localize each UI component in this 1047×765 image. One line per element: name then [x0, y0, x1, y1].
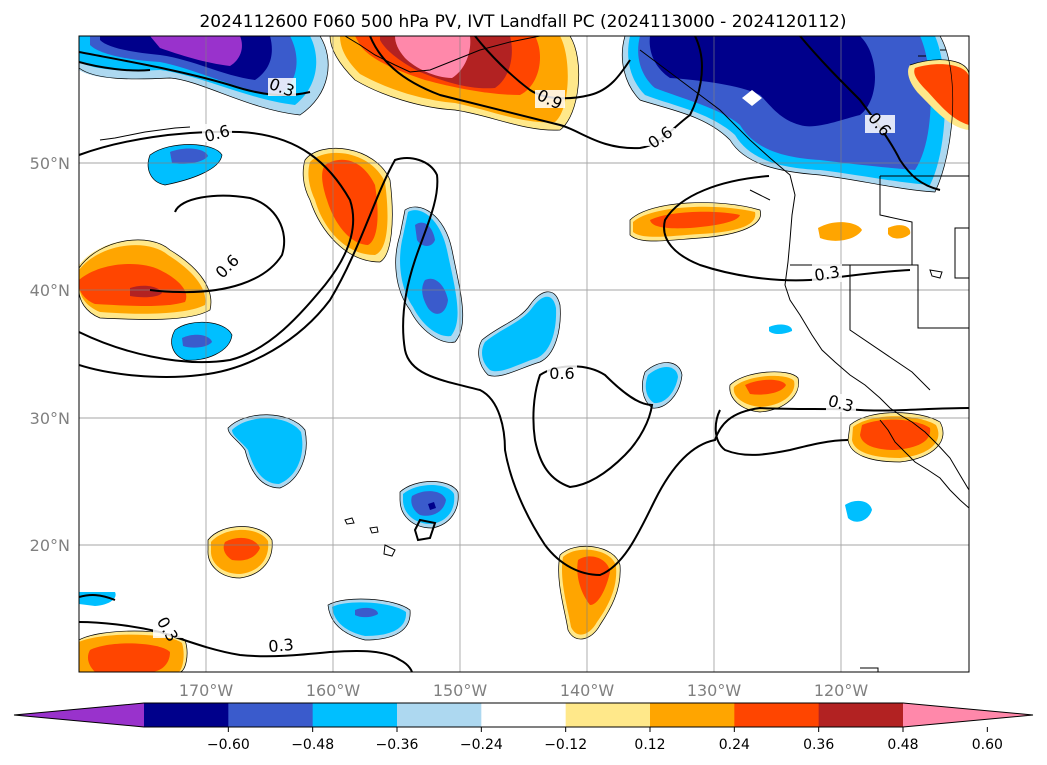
- lon-label: 140°W: [560, 681, 615, 700]
- contour-label: 0.3: [813, 262, 841, 285]
- colorbar-segment: [481, 703, 567, 727]
- lon-label: 120°W: [814, 681, 869, 700]
- latitude-labels: 50°N 40°N 30°N 20°N: [30, 154, 70, 555]
- lon-label: 170°W: [179, 681, 234, 700]
- lon-label: 130°W: [687, 681, 742, 700]
- colorbar-extend-low: [14, 703, 144, 727]
- colorbar-tick-label: 0.12: [634, 737, 665, 753]
- colorbar-segment: [228, 703, 314, 727]
- colorbar-extend-high: [903, 703, 1033, 727]
- colorbar-tick-label: −0.48: [291, 737, 334, 753]
- lon-label: 160°W: [306, 681, 361, 700]
- colorbar-tick-label: −0.12: [544, 737, 587, 753]
- colorbar-outline: [13, 702, 1034, 728]
- colorbar-tick-label: 0.24: [719, 737, 750, 753]
- pv-anomaly-negative-central: [395, 206, 463, 343]
- colorbar-segment: [565, 703, 651, 727]
- pv-anomaly-positive-baja: [848, 412, 944, 462]
- colorbar-segment: [818, 703, 904, 727]
- colorbar-segment: [734, 703, 820, 727]
- lat-label: 50°N: [30, 154, 70, 173]
- colorbar-segment: [650, 703, 735, 727]
- colorbar-tick-label: −0.24: [460, 737, 503, 753]
- colorbar-tick-label: −0.36: [376, 737, 419, 753]
- map-panel: 0.3 0.6 0.6 0.9 0.6 0.6 0.6 0.3 0.3 0.3 …: [79, 36, 969, 672]
- colorbar-tick-label: 0.48: [887, 737, 918, 753]
- pv-anomaly-positive-gulf-of-alaska: [330, 36, 579, 131]
- pv-anomaly-positive-west: [79, 239, 211, 320]
- longitude-labels: 170°W 160°W 150°W 140°W 130°W 120°W: [179, 681, 869, 700]
- colorbar-tick-label: −0.60: [207, 737, 250, 753]
- map-frame: [78, 35, 970, 673]
- contour-label: 0.3: [268, 635, 295, 656]
- contour-label: 0.6: [549, 364, 574, 383]
- colorbar: −0.60 −0.48 −0.36 −0.24 −0.12 0.12 0.24 0.36 0.4…: [13, 702, 1034, 753]
- lat-label: 40°N: [30, 281, 70, 300]
- lat-label: 20°N: [30, 536, 70, 555]
- colorbar-tick-label: 0.36: [803, 737, 834, 753]
- map-gridlines: [79, 36, 969, 672]
- lat-label: 30°N: [30, 409, 70, 428]
- pv-anomaly-positive-small-oregon: [818, 222, 862, 241]
- map-title: 2024112600 F060 500 hPa PV, IVT Landfall…: [199, 12, 846, 32]
- pv-anomaly-negative-northwest: [79, 36, 329, 115]
- colorbar-tick-label: 0.60: [972, 737, 1003, 753]
- coastlines: [99, 36, 969, 672]
- colorbar-segment: [144, 703, 229, 727]
- lon-label: 150°W: [433, 681, 488, 700]
- colorbar-segment: [397, 703, 482, 727]
- pv-anomaly-positive-small-ne-core: [914, 64, 969, 125]
- colorbar-segment: [312, 703, 398, 727]
